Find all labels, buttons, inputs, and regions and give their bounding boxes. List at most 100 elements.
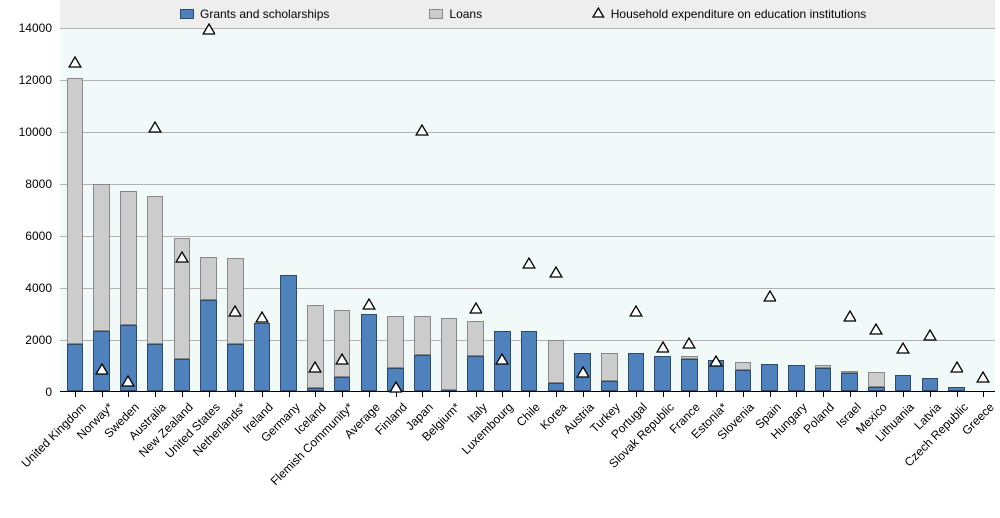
- x-axis-tick: [396, 392, 397, 397]
- bar-segment-loans: [120, 191, 137, 325]
- y-axis-tick-label: 2000: [25, 333, 52, 347]
- bar-segment-grants: [574, 353, 591, 391]
- x-axis-tick: [823, 392, 824, 397]
- x-axis-tick: [476, 392, 477, 397]
- bar-segment-loans: [147, 196, 164, 344]
- legend-item-grants: Grants and scholarships: [180, 7, 329, 21]
- y-axis-tick-label: 10000: [19, 125, 52, 139]
- bar-segment-loans: [174, 238, 191, 359]
- bar-segment-grants: [788, 365, 805, 391]
- chart-container: Grants and scholarships Loans Household …: [0, 0, 1000, 518]
- bar-segment-loans: [548, 340, 565, 383]
- bar-segment-grants: [735, 370, 752, 391]
- bar-segment-loans: [307, 305, 324, 388]
- bar-segment-grants: [174, 359, 191, 392]
- bar-segment-grants: [387, 368, 404, 391]
- bar-segment-grants: [334, 377, 351, 391]
- y-axis-tick-label: 8000: [25, 177, 52, 191]
- bar-segment-grants: [628, 353, 645, 391]
- x-axis-tick: [716, 392, 717, 397]
- y-axis-tick-label: 0: [45, 385, 52, 399]
- x-axis-tick: [155, 392, 156, 397]
- x-axis-tick: [502, 392, 503, 397]
- x-axis-tick: [743, 392, 744, 397]
- bar-segment-loans: [868, 372, 885, 388]
- x-axis-tick: [289, 392, 290, 397]
- x-axis-tick: [235, 392, 236, 397]
- x-axis-tick: [930, 392, 931, 397]
- bar-segment-grants: [868, 387, 885, 391]
- x-axis-tick: [556, 392, 557, 397]
- x-axis-tick: [102, 392, 103, 397]
- x-axis-tick: [75, 392, 76, 397]
- x-axis-tick: [903, 392, 904, 397]
- bar-segment-loans: [441, 318, 458, 390]
- legend: Grants and scholarships Loans Household …: [60, 0, 995, 28]
- y-axis-tick-label: 14000: [19, 21, 52, 35]
- bar-segment-loans: [681, 356, 698, 358]
- bar-segment-loans: [67, 78, 84, 345]
- triangle-icon: [592, 7, 605, 21]
- bar-segment-grants: [815, 368, 832, 391]
- bar-segment-grants: [521, 331, 538, 391]
- x-axis-tick: [663, 392, 664, 397]
- y-axis-tick-label: 4000: [25, 281, 52, 295]
- bars-layer: [60, 28, 995, 391]
- x-axis-tick: [796, 392, 797, 397]
- bar-segment-grants: [467, 356, 484, 391]
- x-axis-tick: [636, 392, 637, 397]
- x-axis-tick: [182, 392, 183, 397]
- bar-segment-grants: [548, 383, 565, 391]
- bar-segment-grants: [254, 323, 271, 391]
- bar-segment-grants: [922, 378, 939, 391]
- x-axis-tick: [422, 392, 423, 397]
- bar-segment-loans: [841, 371, 858, 373]
- x-axis-tick: [850, 392, 851, 397]
- x-axis-tick: [449, 392, 450, 397]
- x-axis-tick: [128, 392, 129, 397]
- bar-segment-loans: [387, 316, 404, 368]
- bar-segment-loans: [735, 362, 752, 370]
- bar-segment-grants: [361, 314, 378, 391]
- bar-segment-grants: [200, 300, 217, 391]
- bar-segment-loans: [227, 258, 244, 344]
- x-axis-tick: [315, 392, 316, 397]
- y-axis-labels: 02000400060008000100001200014000: [0, 28, 56, 392]
- x-axis-tick: [583, 392, 584, 397]
- legend-label-loans: Loans: [449, 7, 482, 21]
- x-axis-tick: [770, 392, 771, 397]
- bar-segment-grants: [681, 359, 698, 392]
- bar-segment-loans: [200, 257, 217, 300]
- x-axis-tick: [529, 392, 530, 397]
- bar-segment-grants: [948, 387, 965, 391]
- x-axis-tick: [957, 392, 958, 397]
- bar-segment-grants: [708, 360, 725, 391]
- bar-segment-grants: [93, 331, 110, 391]
- x-axis-tick: [262, 392, 263, 397]
- bar-segment-grants: [895, 375, 912, 391]
- y-axis-tick-label: 12000: [19, 73, 52, 87]
- x-axis-tick: [983, 392, 984, 397]
- legend-item-household: Household expenditure on education insti…: [592, 7, 866, 21]
- bar-segment-loans: [93, 184, 110, 331]
- bar-segment-grants: [280, 275, 297, 391]
- x-axis-tick: [369, 392, 370, 397]
- bar-segment-grants: [227, 344, 244, 391]
- legend-label-household: Household expenditure on education insti…: [611, 7, 867, 21]
- bar-segment-loans: [467, 321, 484, 356]
- bar-segment-loans: [815, 365, 832, 368]
- bar-segment-grants: [841, 373, 858, 391]
- legend-label-grants: Grants and scholarships: [200, 7, 329, 21]
- y-axis-tick-label: 6000: [25, 229, 52, 243]
- x-axis-tick: [689, 392, 690, 397]
- bar-segment-loans: [601, 353, 618, 380]
- bar-segment-grants: [67, 344, 84, 391]
- bar-segment-grants: [307, 388, 324, 391]
- x-axis-tick: [342, 392, 343, 397]
- plot-area: [60, 28, 995, 392]
- bar-segment-grants: [601, 381, 618, 391]
- bar-segment-loans: [334, 310, 351, 376]
- bar-segment-loans: [414, 316, 431, 355]
- bar-segment-grants: [414, 355, 431, 391]
- legend-item-loans: Loans: [429, 7, 482, 21]
